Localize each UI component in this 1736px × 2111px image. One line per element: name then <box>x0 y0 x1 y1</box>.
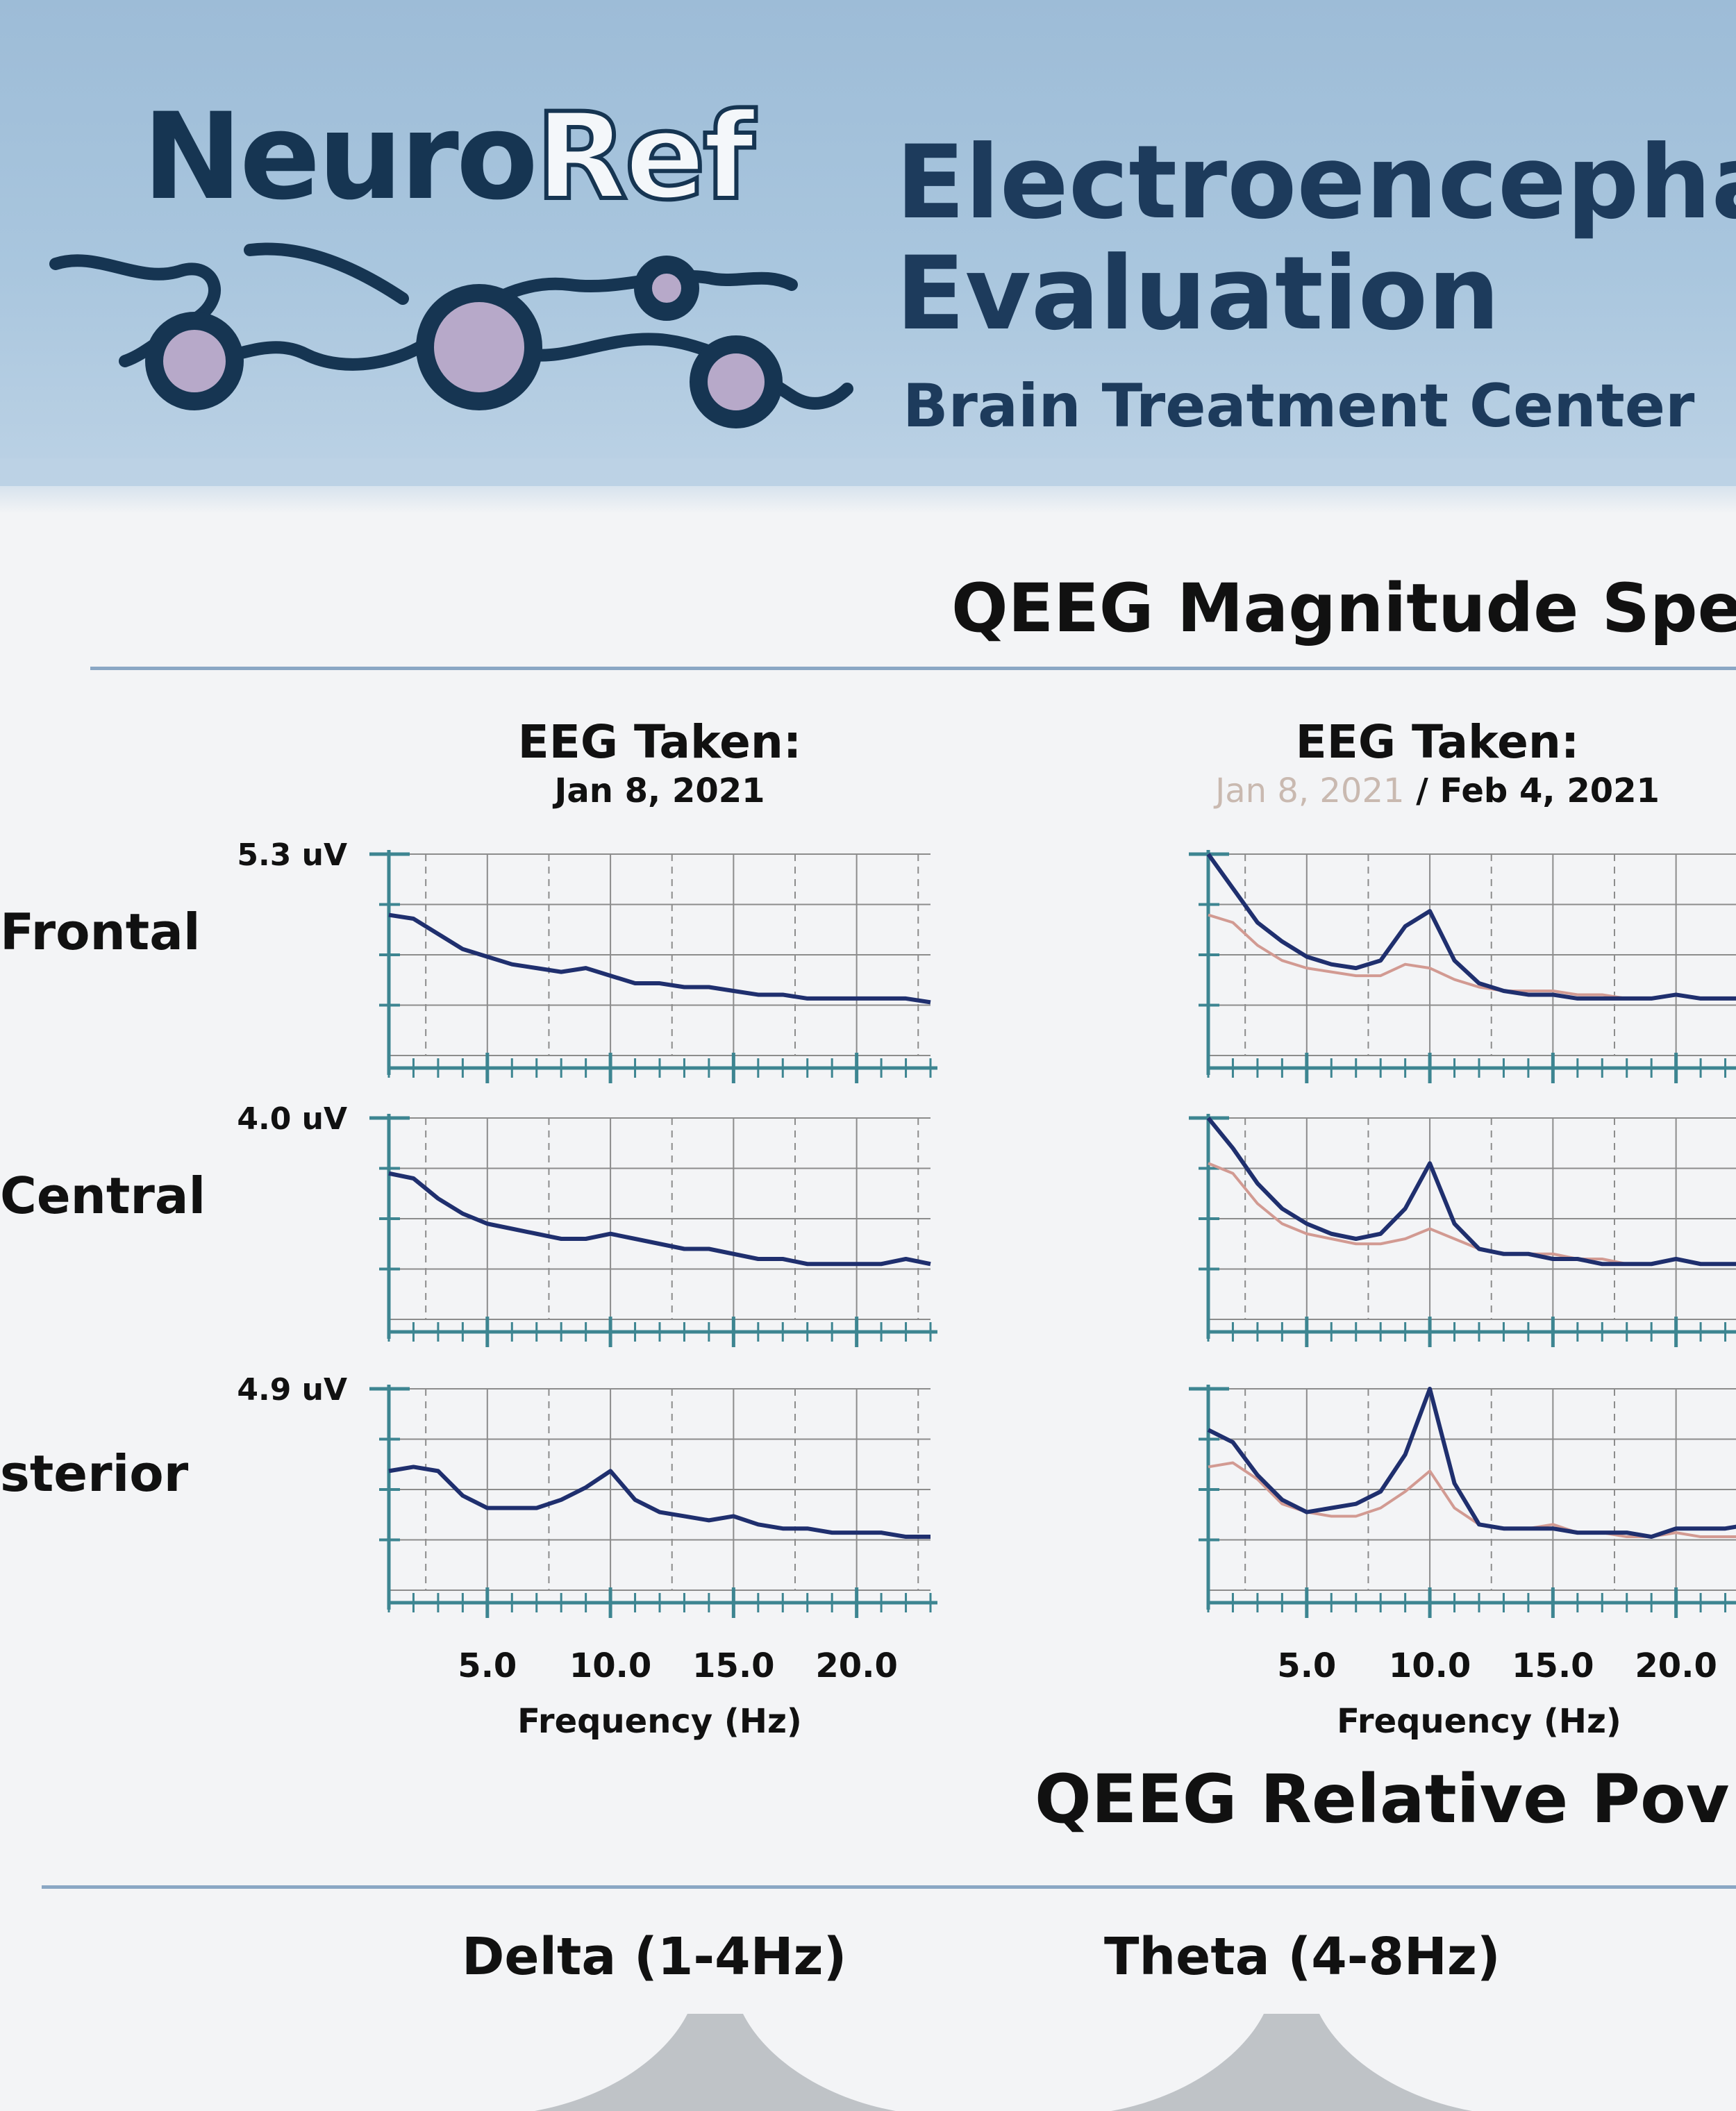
row-label-posterior: sterior <box>0 1444 189 1503</box>
magnitude-section-title: QEEG Magnitude Spec <box>951 569 1736 647</box>
series-line-current <box>388 912 931 1005</box>
x-tick-label: 15.0 <box>1512 1646 1594 1685</box>
series-line-current <box>388 1171 931 1267</box>
relative-section-title: QEEG Relative Pov <box>1035 1760 1730 1838</box>
neuron-logo-icon <box>49 242 853 428</box>
series-line-current <box>1207 1387 1736 1540</box>
header-banner: NeuroRef Electroencepha Evaluation Brain… <box>0 0 1736 514</box>
band-label-theta: Theta (4-8Hz) <box>1104 1927 1501 1987</box>
logo-wordmark: NeuroRef <box>142 95 757 219</box>
x-tick-label: 20.0 <box>1635 1646 1717 1685</box>
x-axis-title: Frequency (Hz) <box>1337 1702 1621 1741</box>
logo-ref-text: Ref <box>533 87 757 226</box>
y-max-label: 4.9 uV <box>237 1372 347 1408</box>
x-tick-label: 10.0 <box>569 1646 651 1685</box>
band-label-delta: Delta (1-4Hz) <box>462 1927 847 1987</box>
series-line-prior <box>1208 1461 1736 1539</box>
series-line-current <box>1206 853 1736 1001</box>
column-heading: EEG Taken: <box>517 715 802 769</box>
column-heading: EEG Taken: <box>1295 715 1580 769</box>
y-max-label: 4.0 uV <box>237 1101 347 1137</box>
column-date-prior: Jan 8, 2021 <box>1215 771 1405 810</box>
series-line-current <box>388 1465 930 1540</box>
x-tick-label: 5.0 <box>1277 1646 1336 1685</box>
report-title-line2: Evaluation <box>896 235 1501 353</box>
x-tick-label: 20.0 <box>815 1646 897 1685</box>
row-label-frontal: Frontal <box>0 903 201 961</box>
theta-topo-map-icon <box>1111 2014 1472 2111</box>
series-line-current <box>1206 1117 1736 1267</box>
logo-neuro-text: Neuro <box>142 87 538 226</box>
row-label-central: Central <box>0 1167 206 1225</box>
x-tick-label: 5.0 <box>458 1646 517 1685</box>
x-axis-title: Frequency (Hz) <box>517 1702 802 1741</box>
column-header-2: EEG Taken: Jan 8, 2021 / Feb 4, 2021 <box>1187 715 1687 810</box>
x-tick-label: 10.0 <box>1389 1646 1471 1685</box>
y-max-label: 5.3 uV <box>237 837 347 873</box>
section-divider <box>90 667 1736 670</box>
report-title-line1: Electroencepha <box>896 124 1736 242</box>
x-tick-label: 15.0 <box>692 1646 774 1685</box>
section-divider <box>42 1885 1736 1889</box>
column-date: Jan 8, 2021 <box>554 771 765 810</box>
delta-topo-map-icon <box>535 2014 896 2111</box>
report-subtitle: Brain Treatment Center <box>903 372 1695 441</box>
series-line-prior <box>1208 913 1736 1000</box>
column-date: / Feb 4, 2021 <box>1404 771 1660 810</box>
column-header-1: EEG Taken: Jan 8, 2021 <box>417 715 903 810</box>
